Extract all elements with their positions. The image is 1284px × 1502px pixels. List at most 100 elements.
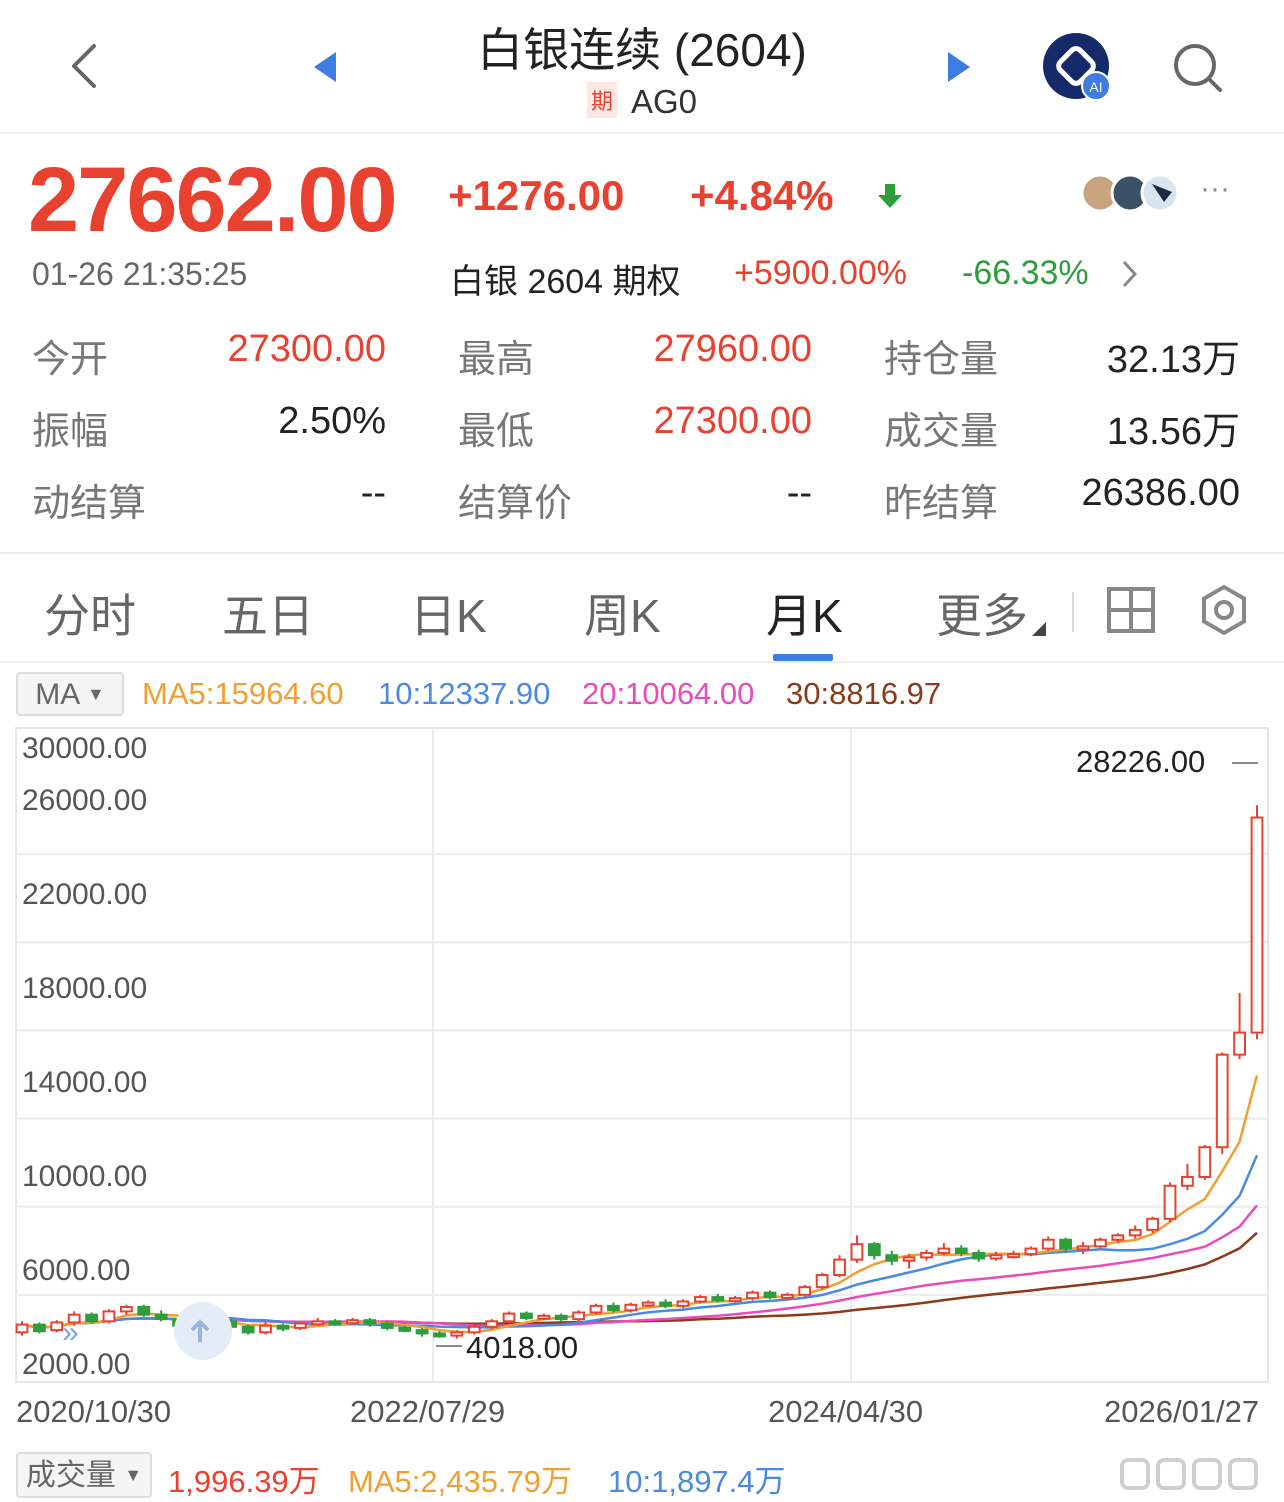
candle — [311, 1317, 325, 1326]
low-label: 最低 — [458, 411, 535, 453]
chart-settings-button[interactable] — [1198, 584, 1250, 636]
tab-five-day[interactable]: 五日 — [222, 590, 314, 642]
volume-indicator-selector[interactable]: 成交量 ▼ — [16, 1452, 152, 1498]
next-contract-button[interactable] — [944, 50, 974, 84]
candle — [989, 1251, 1003, 1261]
ma5-value: MA5:15964.60 — [142, 676, 344, 711]
tab-daily-k[interactable]: 日K — [410, 590, 487, 642]
price-change-percent: +4.84% — [690, 172, 834, 219]
community-avatars[interactable] — [1080, 170, 1190, 216]
dynamic-settle-label: 动结算 — [32, 483, 147, 525]
ma10-value: 10:12337.90 — [378, 676, 551, 711]
candle — [1041, 1236, 1055, 1251]
settings-icon — [1202, 584, 1246, 636]
candle — [137, 1304, 151, 1317]
divider — [0, 661, 1284, 663]
candle — [241, 1324, 255, 1335]
candle — [1076, 1241, 1090, 1255]
candle — [15, 1321, 29, 1336]
candle — [1128, 1225, 1142, 1239]
caret-down-icon — [1032, 622, 1046, 636]
history-scroll-button[interactable] — [174, 1302, 232, 1360]
candle — [624, 1302, 638, 1313]
candle — [502, 1311, 516, 1324]
volume-selector-label: 成交量 — [25, 1459, 116, 1492]
triangle-right-icon — [948, 52, 970, 82]
volume-ma5-value: MA5:2,435.79万 — [348, 1464, 573, 1499]
candle — [1146, 1216, 1160, 1234]
candle — [276, 1323, 290, 1332]
volume-ma10-value: 10:1,897.4万 — [608, 1464, 786, 1499]
chevron-left-icon — [72, 44, 96, 88]
ai-assistant-button[interactable]: AI — [1042, 32, 1114, 104]
more-options-button[interactable]: ··· — [1200, 172, 1230, 205]
y-tick-label: 6000.00 — [22, 1254, 131, 1287]
low-value: 27300.00 — [653, 400, 813, 442]
candle — [1250, 805, 1264, 1040]
caret-down-icon: ▼ — [124, 1465, 143, 1485]
double-chevron-right-icon[interactable]: » — [62, 1316, 79, 1349]
open-label: 今开 — [32, 339, 109, 381]
contract-code: AG0 — [630, 83, 698, 120]
candle — [659, 1299, 672, 1309]
option-link-label[interactable]: 白银 2604 期权 — [450, 263, 681, 301]
settle-price-value: -- — [786, 472, 812, 514]
active-tab-indicator — [773, 654, 833, 661]
search-button[interactable] — [1170, 40, 1226, 96]
candle — [346, 1317, 359, 1325]
candle — [328, 1319, 342, 1326]
candlestick-chart[interactable] — [0, 720, 1284, 1390]
tab-more[interactable]: 更多 — [936, 590, 1028, 642]
amplitude-value: 2.50% — [278, 400, 386, 442]
x-tick-label: 2026/01/27 — [1104, 1394, 1260, 1429]
prev-settle-value: 26386.00 — [1081, 472, 1241, 514]
volume-current-value: 1,996.39万 — [168, 1464, 320, 1499]
candle — [693, 1294, 707, 1304]
back-button[interactable] — [62, 40, 108, 92]
candle — [902, 1254, 916, 1269]
y-tick-label: 10000.00 — [22, 1160, 148, 1193]
candle — [641, 1300, 655, 1307]
candle — [711, 1293, 725, 1303]
tab-intraday[interactable]: 分时 — [44, 590, 136, 642]
candle — [467, 1324, 481, 1335]
quote-timestamp: 01-26 21:35:25 — [32, 256, 248, 292]
tab-weekly-k[interactable]: 周K — [584, 590, 661, 642]
candle — [450, 1330, 464, 1339]
candle — [1181, 1163, 1194, 1191]
candle — [607, 1302, 620, 1313]
candle — [398, 1325, 412, 1333]
candle — [119, 1304, 133, 1315]
futures-badge: 期 — [586, 82, 617, 118]
x-tick-label: 2020/10/30 — [16, 1394, 172, 1429]
candle — [850, 1235, 864, 1263]
option-change-down: -66.33% — [962, 254, 1089, 292]
y-tick-label: 22000.00 — [22, 878, 148, 911]
min-price-marker — [436, 1345, 462, 1347]
prev-contract-button[interactable] — [310, 50, 340, 84]
tab-monthly-k[interactable]: 月K — [766, 590, 843, 642]
watermark-logo — [1112, 1452, 1272, 1496]
candle — [1094, 1237, 1107, 1249]
rewind-icon — [190, 1319, 210, 1342]
candle — [537, 1313, 551, 1321]
min-price-label: 4018.00 — [466, 1330, 579, 1365]
layout-grid-button[interactable] — [1106, 586, 1156, 634]
caret-down-icon: ▼ — [86, 684, 105, 704]
candle — [728, 1295, 742, 1303]
top-nav-bar: 白银连续 (2604) 期 AG0 AI — [0, 0, 1284, 134]
chevron-right-icon[interactable] — [1118, 258, 1140, 290]
candle — [50, 1320, 64, 1333]
candle — [954, 1245, 968, 1257]
candle — [763, 1290, 777, 1300]
indicator-selector[interactable]: MA ▼ — [16, 672, 124, 716]
candle — [433, 1331, 446, 1338]
candle — [746, 1290, 759, 1301]
ma30-value: 30:8816.97 — [786, 676, 942, 711]
candle — [885, 1250, 899, 1266]
plot-frame — [15, 727, 1269, 1383]
candle — [1198, 1145, 1212, 1181]
x-tick-label: 2022/07/29 — [350, 1394, 506, 1429]
candle — [572, 1310, 586, 1322]
y-tick-label: 14000.00 — [22, 1066, 148, 1099]
